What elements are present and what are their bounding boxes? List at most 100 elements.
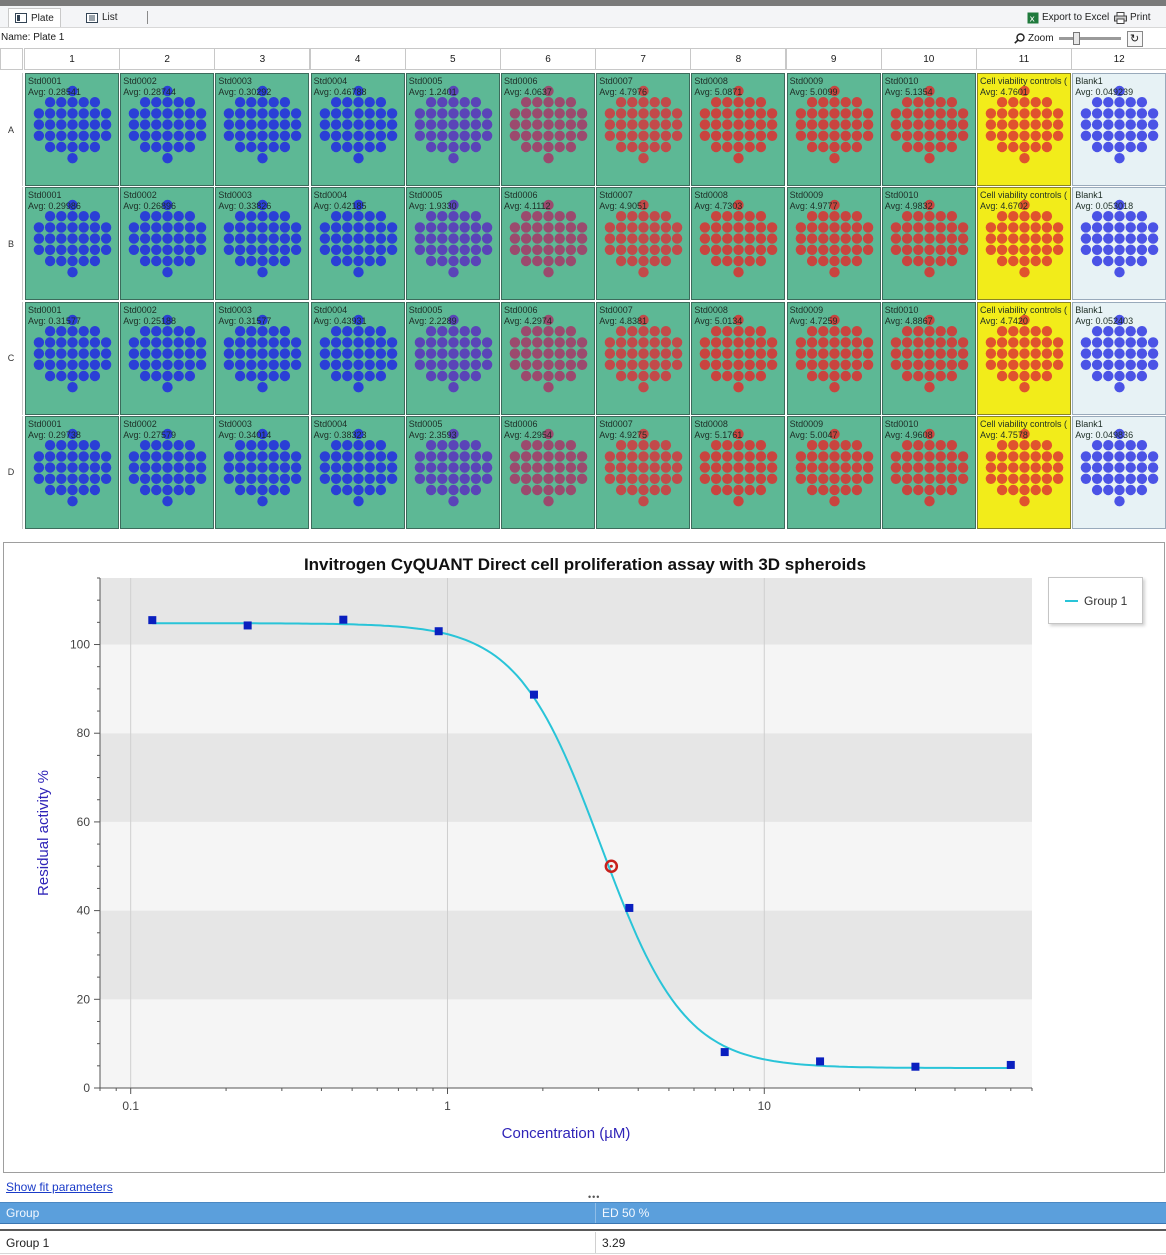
well-spheroid-dots — [33, 200, 112, 278]
well-D8[interactable]: Std0008 Avg: 5.1761 — [691, 415, 786, 529]
well-A7[interactable]: Std0007 Avg: 4.7976 — [596, 73, 691, 186]
well-C11[interactable]: Cell viability controls (Avg: 4.7420 — [977, 301, 1071, 415]
column-header-7[interactable]: 7 — [595, 48, 692, 70]
spheroid-dot — [184, 336, 196, 348]
tab-list[interactable]: List — [80, 8, 124, 27]
zoom-reset-button[interactable]: ↻ — [1126, 30, 1143, 47]
well-D10[interactable]: Std0010 Avg: 4.9608 — [881, 415, 976, 529]
well-B12[interactable]: Blank1 Avg: 0.053018 — [1072, 187, 1166, 301]
well-B1[interactable]: Std0001 Avg: 0.29986 — [25, 187, 119, 301]
column-header-9[interactable]: 9 — [785, 48, 882, 70]
well-C8[interactable]: Std0008 Avg: 5.0134 — [691, 301, 786, 415]
well-C5[interactable]: Std0005 Avg: 2.2289 — [405, 301, 500, 415]
column-header-12[interactable]: 12 — [1071, 48, 1166, 70]
spheroid-dot — [817, 211, 829, 222]
row-header-B[interactable]: B — [0, 187, 23, 301]
well-D2[interactable]: Std0002 Avg: 0.27579 — [120, 415, 215, 529]
tab-plate[interactable]: Plate — [8, 8, 61, 27]
row-header-D[interactable]: D — [0, 415, 23, 529]
print-button[interactable]: Print — [1114, 9, 1151, 26]
well-name: Std0007 — [599, 418, 633, 429]
spheroid-dot — [616, 211, 627, 222]
header-group[interactable]: Group — [6, 1206, 40, 1220]
column-header-10[interactable]: 10 — [880, 48, 977, 70]
zoom-slider-thumb[interactable] — [1072, 32, 1080, 45]
well-D7[interactable]: Std0007 Avg: 4.9275 — [596, 415, 691, 529]
well-A4[interactable]: Std0004 Avg: 0.46788 — [310, 73, 405, 186]
spheroid-dot — [235, 130, 246, 141]
spheroid-dot — [246, 325, 257, 336]
spheroid-dot — [509, 244, 521, 256]
spheroid-dot — [436, 119, 448, 130]
spheroid-dot — [44, 359, 56, 370]
spheroid-dot — [280, 462, 291, 473]
well-B7[interactable]: Std0007 Avg: 4.9051 — [596, 187, 691, 301]
column-header-2[interactable]: 2 — [119, 48, 216, 70]
well-B8[interactable]: Std0008 Avg: 4.7303 — [691, 187, 786, 301]
spheroid-dot — [700, 244, 711, 256]
well-A9[interactable]: Std0009 Avg: 5.0099 — [786, 73, 881, 186]
well-D11[interactable]: Cell viability controls (Avg: 4.7578 — [977, 415, 1071, 529]
well-C1[interactable]: Std0001 Avg: 0.31577 — [25, 301, 119, 415]
well-A10[interactable]: Std0010 Avg: 5.1354 — [881, 73, 976, 186]
well-B2[interactable]: Std0002 Avg: 0.26896 — [120, 187, 215, 301]
column-header-5[interactable]: 5 — [404, 48, 501, 70]
well-C10[interactable]: Std0010 Avg: 4.8867 — [881, 301, 976, 415]
well-B6[interactable]: Std0006 Avg: 4.1112 — [501, 187, 595, 301]
column-header-6[interactable]: 6 — [500, 48, 596, 70]
column-header-11[interactable]: 11 — [976, 48, 1072, 70]
well-B9[interactable]: Std0009 Avg: 4.9777 — [786, 187, 881, 301]
well-A5[interactable]: Std0005 Avg: 1.2401 — [405, 73, 500, 186]
header-ed50[interactable]: ED 50 % — [595, 1203, 649, 1223]
well-D5[interactable]: Std0005 Avg: 2.3593 — [405, 415, 500, 529]
well-D12[interactable]: Blank1 Avg: 0.049836 — [1072, 415, 1166, 529]
well-B4[interactable]: Std0004 Avg: 0.42185 — [310, 187, 405, 301]
well-A3[interactable]: Std0003 Avg: 0.30292 — [215, 73, 310, 186]
well-B11[interactable]: Cell viability controls (Avg: 4.6702 — [977, 187, 1071, 301]
spheroid-dot — [1148, 222, 1159, 233]
row-header-C[interactable]: C — [0, 301, 23, 415]
well-C9[interactable]: Std0009 Avg: 4.7259 — [786, 301, 881, 415]
table-row[interactable]: Group 1 3.29 — [0, 1232, 1166, 1254]
well-A8[interactable]: Std0008 Avg: 5.0871 — [691, 73, 786, 186]
spheroid-dot — [78, 211, 89, 222]
column-header-8[interactable]: 8 — [690, 48, 787, 70]
well-C7[interactable]: Std0007 Avg: 4.8381 — [596, 301, 691, 415]
well-D1[interactable]: Std0001 Avg: 0.29738 — [25, 415, 119, 529]
export-excel-button[interactable]: x Export to Excel — [1027, 9, 1109, 26]
spheroid-dot — [935, 211, 946, 222]
column-header-3[interactable]: 3 — [214, 48, 311, 70]
well-B10[interactable]: Std0010 Avg: 4.9832 — [881, 187, 976, 301]
column-header-1[interactable]: 1 — [24, 48, 120, 70]
well-A11[interactable]: Cell viability controls (Avg: 4.7601 — [977, 73, 1071, 186]
well-C12[interactable]: Blank1 Avg: 0.052403 — [1072, 301, 1166, 415]
row-header-A[interactable]: A — [0, 73, 23, 186]
well-C4[interactable]: Std0004 Avg: 0.43931 — [310, 301, 405, 415]
well-B5[interactable]: Std0005 Avg: 1.9330 — [405, 187, 500, 301]
well-A12[interactable]: Blank1 Avg: 0.049239 — [1072, 73, 1166, 186]
column-header-4[interactable]: 4 — [309, 48, 406, 70]
well-C3[interactable]: Std0003 Avg: 0.31577 — [215, 301, 310, 415]
well-D3[interactable]: Std0003 Avg: 0.34014 — [215, 415, 310, 529]
spheroid-dot — [268, 359, 280, 370]
well-C2[interactable]: Std0002 Avg: 0.25188 — [120, 301, 215, 415]
spheroid-dot — [604, 244, 616, 256]
well-C6[interactable]: Std0006 Avg: 4.2974 — [501, 301, 595, 415]
spheroid-dot — [543, 256, 554, 267]
well-name: Cell viability controls ( — [980, 76, 1068, 86]
well-A2[interactable]: Std0002 Avg: 0.28744 — [120, 73, 215, 186]
spheroid-dot — [196, 222, 207, 233]
show-fit-parameters-link[interactable]: Show fit parameters — [6, 1180, 113, 1194]
zoom-slider[interactable] — [1058, 32, 1121, 45]
spheroid-dot — [862, 244, 873, 256]
splitter-grip[interactable]: ••• — [588, 1192, 601, 1202]
well-A6[interactable]: Std0006 Avg: 4.0637 — [501, 73, 595, 186]
well-B3[interactable]: Std0003 Avg: 0.33826 — [215, 187, 310, 301]
spheroid-dot — [470, 141, 481, 153]
well-D6[interactable]: Std0006 Avg: 4.2954 — [501, 415, 595, 529]
well-D9[interactable]: Std0009 Avg: 5.0047 — [786, 415, 881, 529]
well-A1[interactable]: Std0001 Avg: 0.28541 — [25, 73, 119, 186]
well-D4[interactable]: Std0004 Avg: 0.38323 — [310, 415, 405, 529]
spheroid-dot — [44, 370, 56, 381]
spheroid-dot — [520, 462, 532, 473]
